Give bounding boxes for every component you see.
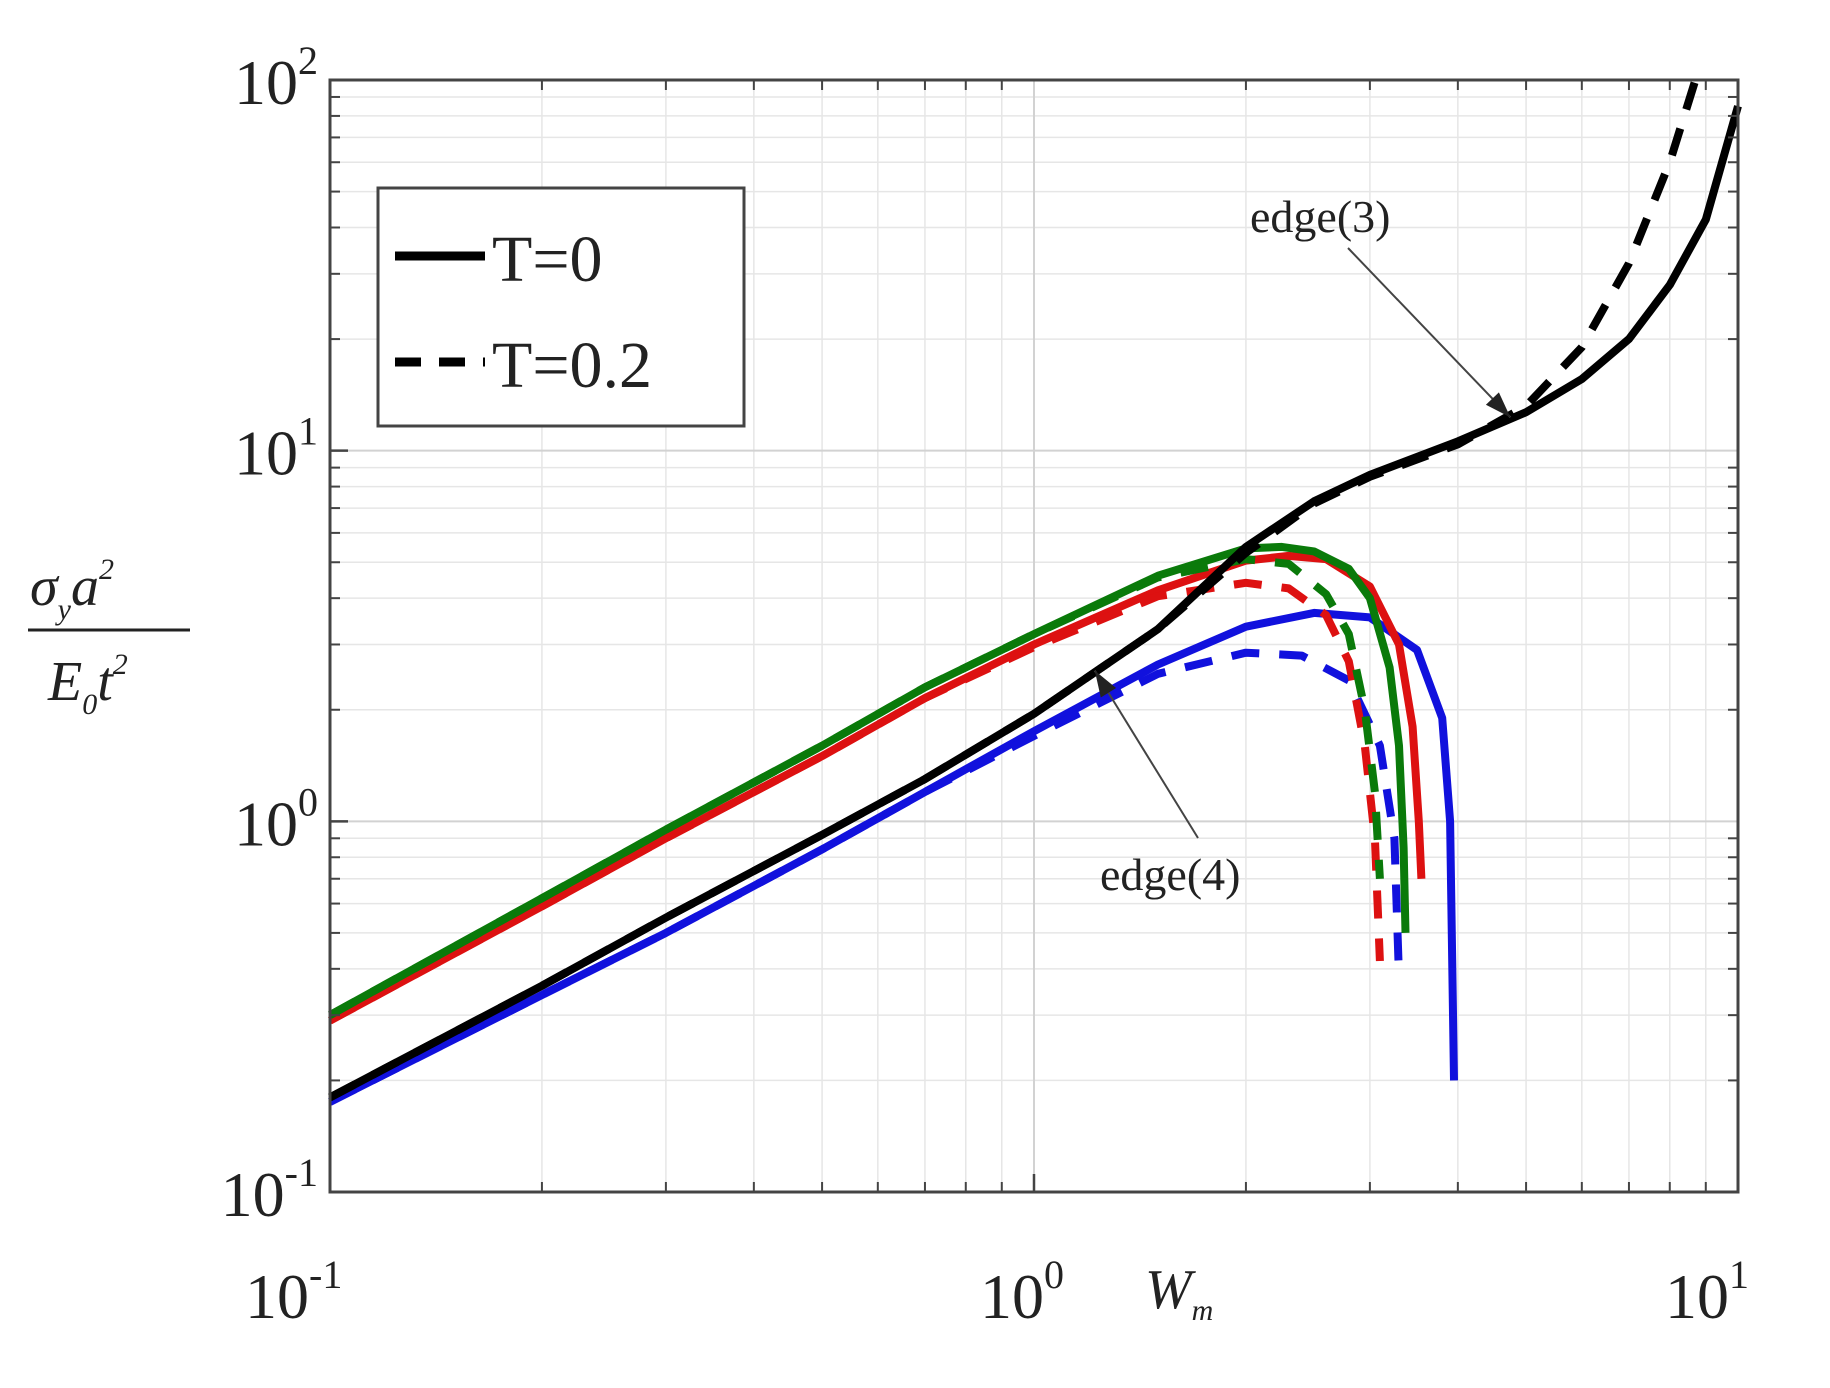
- y-tick-label: 10-1: [221, 1150, 318, 1230]
- y-axis-label-numerator: σya2: [30, 553, 114, 626]
- annotation-edge4-arrowhead: [1094, 670, 1117, 698]
- x-tick-label: 101: [1665, 1252, 1749, 1332]
- annotation-edge3: edge(3): [1250, 191, 1512, 419]
- annotation-edge3-label: edge(3): [1250, 191, 1390, 242]
- annotation-edge3-arrow-line: [1347, 247, 1512, 419]
- y-axis-label-denominator: E0t2: [47, 648, 128, 721]
- series-line: [328, 78, 1700, 1101]
- y-tick-label: 101: [234, 409, 318, 489]
- series-line: [328, 648, 1403, 1106]
- annotation-edge4: edge(4): [1093, 670, 1240, 900]
- x-tick-label: 100: [980, 1252, 1064, 1332]
- y-tick-label: 102: [234, 38, 318, 118]
- annotation-edge4-label: edge(4): [1100, 849, 1240, 900]
- annotation-edge3-arrowhead: [1485, 392, 1511, 418]
- series-layer: [328, 78, 1742, 1106]
- series-line: [328, 555, 1384, 1019]
- legend-label-t02: T=0.2: [492, 329, 652, 402]
- tick-marks: [328, 78, 1740, 1194]
- y-tick-label: 100: [234, 779, 318, 859]
- x-tick-labels: 10-1 100 101: [245, 1252, 1749, 1332]
- y-tick-labels: 10-1 100 101 102: [221, 38, 318, 1230]
- legend-label-t0: T=0: [492, 223, 603, 296]
- x-axis-label: Wm: [1145, 1259, 1213, 1327]
- legend-box: [376, 186, 746, 428]
- series-line: [328, 542, 1410, 1019]
- x-tick-label: 10-1: [245, 1252, 342, 1332]
- y-axis-label: σya2 E0t2: [28, 553, 190, 721]
- annotation-edge4-arrow-line: [1093, 670, 1199, 839]
- legend: T=0 T=0.2: [376, 186, 746, 428]
